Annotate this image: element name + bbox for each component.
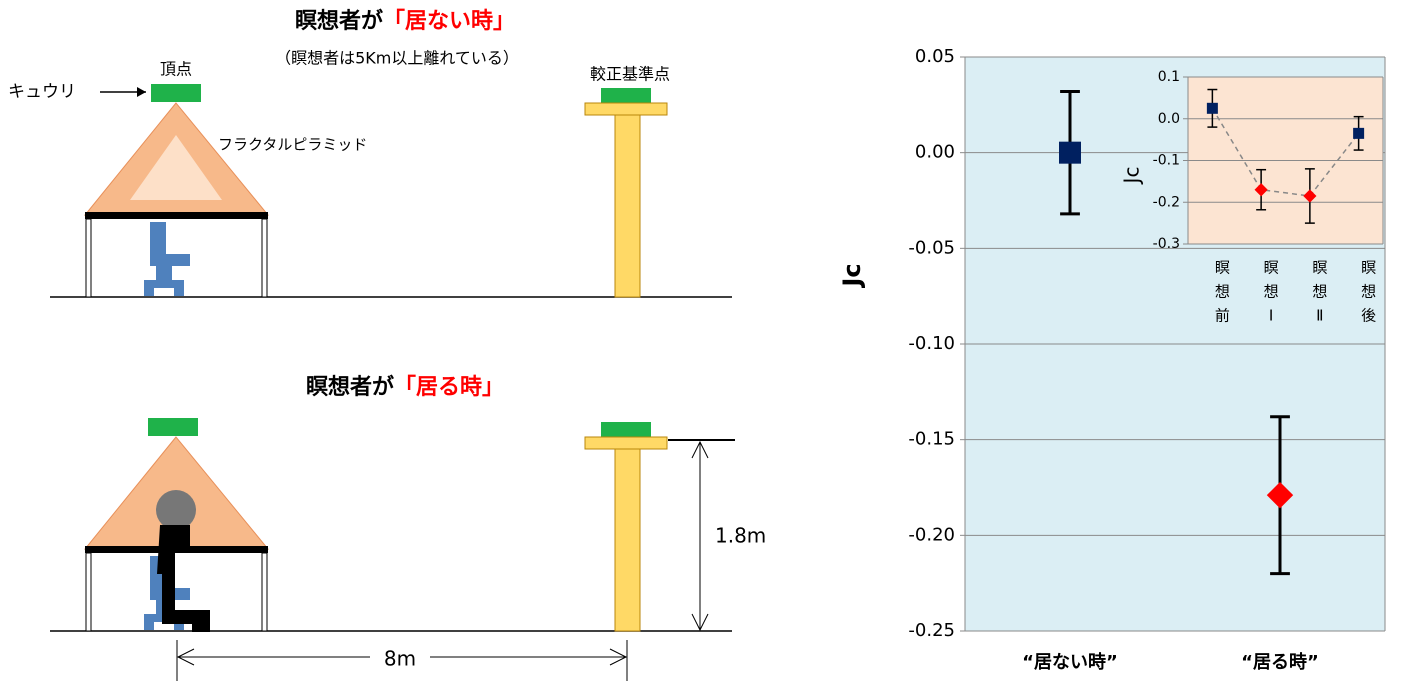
table-leg: [86, 219, 91, 297]
pyramid-label: フラクタルピラミッド: [218, 136, 367, 154]
cucumber: [151, 84, 201, 102]
x-tick-label-char: 想: [1361, 283, 1376, 301]
y-tick-label: -0.3: [1153, 236, 1180, 252]
title-top: 瞑想者が「居ない時」: [295, 8, 515, 34]
cucumber: [601, 422, 651, 437]
reference-label: 較正基準点: [590, 65, 670, 84]
pole-top: [585, 437, 667, 449]
table-leg: [262, 553, 267, 631]
y-tick-label: -0.20: [908, 524, 955, 545]
x-tick-label-char: 瞑: [1312, 259, 1327, 277]
scene-bottom: 1.8m 8m: [50, 418, 766, 681]
x-tick-label-char: 瞑: [1264, 259, 1279, 277]
x-tick-label-char: 前: [1215, 307, 1230, 325]
marker: [1353, 128, 1364, 139]
diagram: 瞑想者が「居ない時」 （瞑想者は5Km以上離れている） 頂点 キュウリ フラクタ…: [8, 8, 766, 681]
cucumber-label: キュウリ: [8, 82, 76, 102]
height-label: 1.8m: [715, 524, 766, 548]
cucumber: [148, 418, 198, 436]
y-tick-label: 0.1: [1158, 69, 1180, 85]
y-axis-label: Jc: [1120, 167, 1144, 186]
x-tick-label-char: 瞑: [1215, 259, 1230, 277]
x-tick-label-char: 想: [1312, 283, 1327, 301]
cucumber: [601, 88, 651, 103]
marker: [1207, 103, 1218, 114]
x-tick-label: “居ない時”: [1022, 652, 1118, 673]
title-bottom: 瞑想者が「居る時」: [306, 374, 504, 400]
distance-label: 8m: [384, 647, 416, 671]
y-tick-label: -0.25: [908, 620, 955, 641]
table-leg: [86, 553, 91, 631]
arrow-head: [137, 87, 146, 97]
y-tick-label: -0.1: [1153, 153, 1180, 169]
x-tick-label-char: Ⅰ: [1269, 307, 1273, 325]
x-tick-label-char: 想: [1215, 283, 1230, 301]
y-tick-label: 0.05: [915, 46, 955, 67]
title-part: 「居ない時」: [383, 9, 515, 34]
y-tick-label: 0.0: [1158, 111, 1180, 127]
x-tick-label-char: Ⅱ: [1316, 307, 1323, 325]
title-part: 瞑想者が: [306, 374, 394, 400]
title-part: 「居る時」: [394, 375, 504, 400]
y-tick-label: -0.15: [908, 429, 955, 450]
x-tick-label: “居る時”: [1241, 652, 1319, 673]
y-tick-label: -0.10: [908, 333, 955, 354]
y-tick-label: -0.05: [908, 237, 955, 258]
x-tick-label-char: 後: [1361, 307, 1376, 325]
person-head: [156, 490, 196, 530]
y-tick-label: -0.2: [1153, 194, 1180, 210]
table-leg: [262, 219, 267, 297]
page: 瞑想者が「居ない時」 （瞑想者は5Km以上離れている） 頂点 キュウリ フラクタ…: [0, 0, 1408, 681]
y-tick-label: 0.00: [915, 142, 955, 163]
y-axis-label: Jc: [838, 263, 866, 288]
subtitle: （瞑想者は5Km以上離れている）: [275, 49, 519, 68]
scene-top: [50, 84, 732, 297]
pole: [615, 449, 640, 631]
apex-label: 頂点: [160, 60, 192, 79]
x-tick-label-char: 想: [1264, 283, 1279, 301]
x-tick-label-char: 瞑: [1361, 259, 1376, 277]
pole-top: [585, 103, 667, 115]
pole: [615, 115, 640, 297]
marker: [1059, 142, 1081, 164]
title-part: 瞑想者が: [295, 8, 383, 34]
table-top: [85, 212, 268, 219]
chair: [144, 222, 190, 296]
